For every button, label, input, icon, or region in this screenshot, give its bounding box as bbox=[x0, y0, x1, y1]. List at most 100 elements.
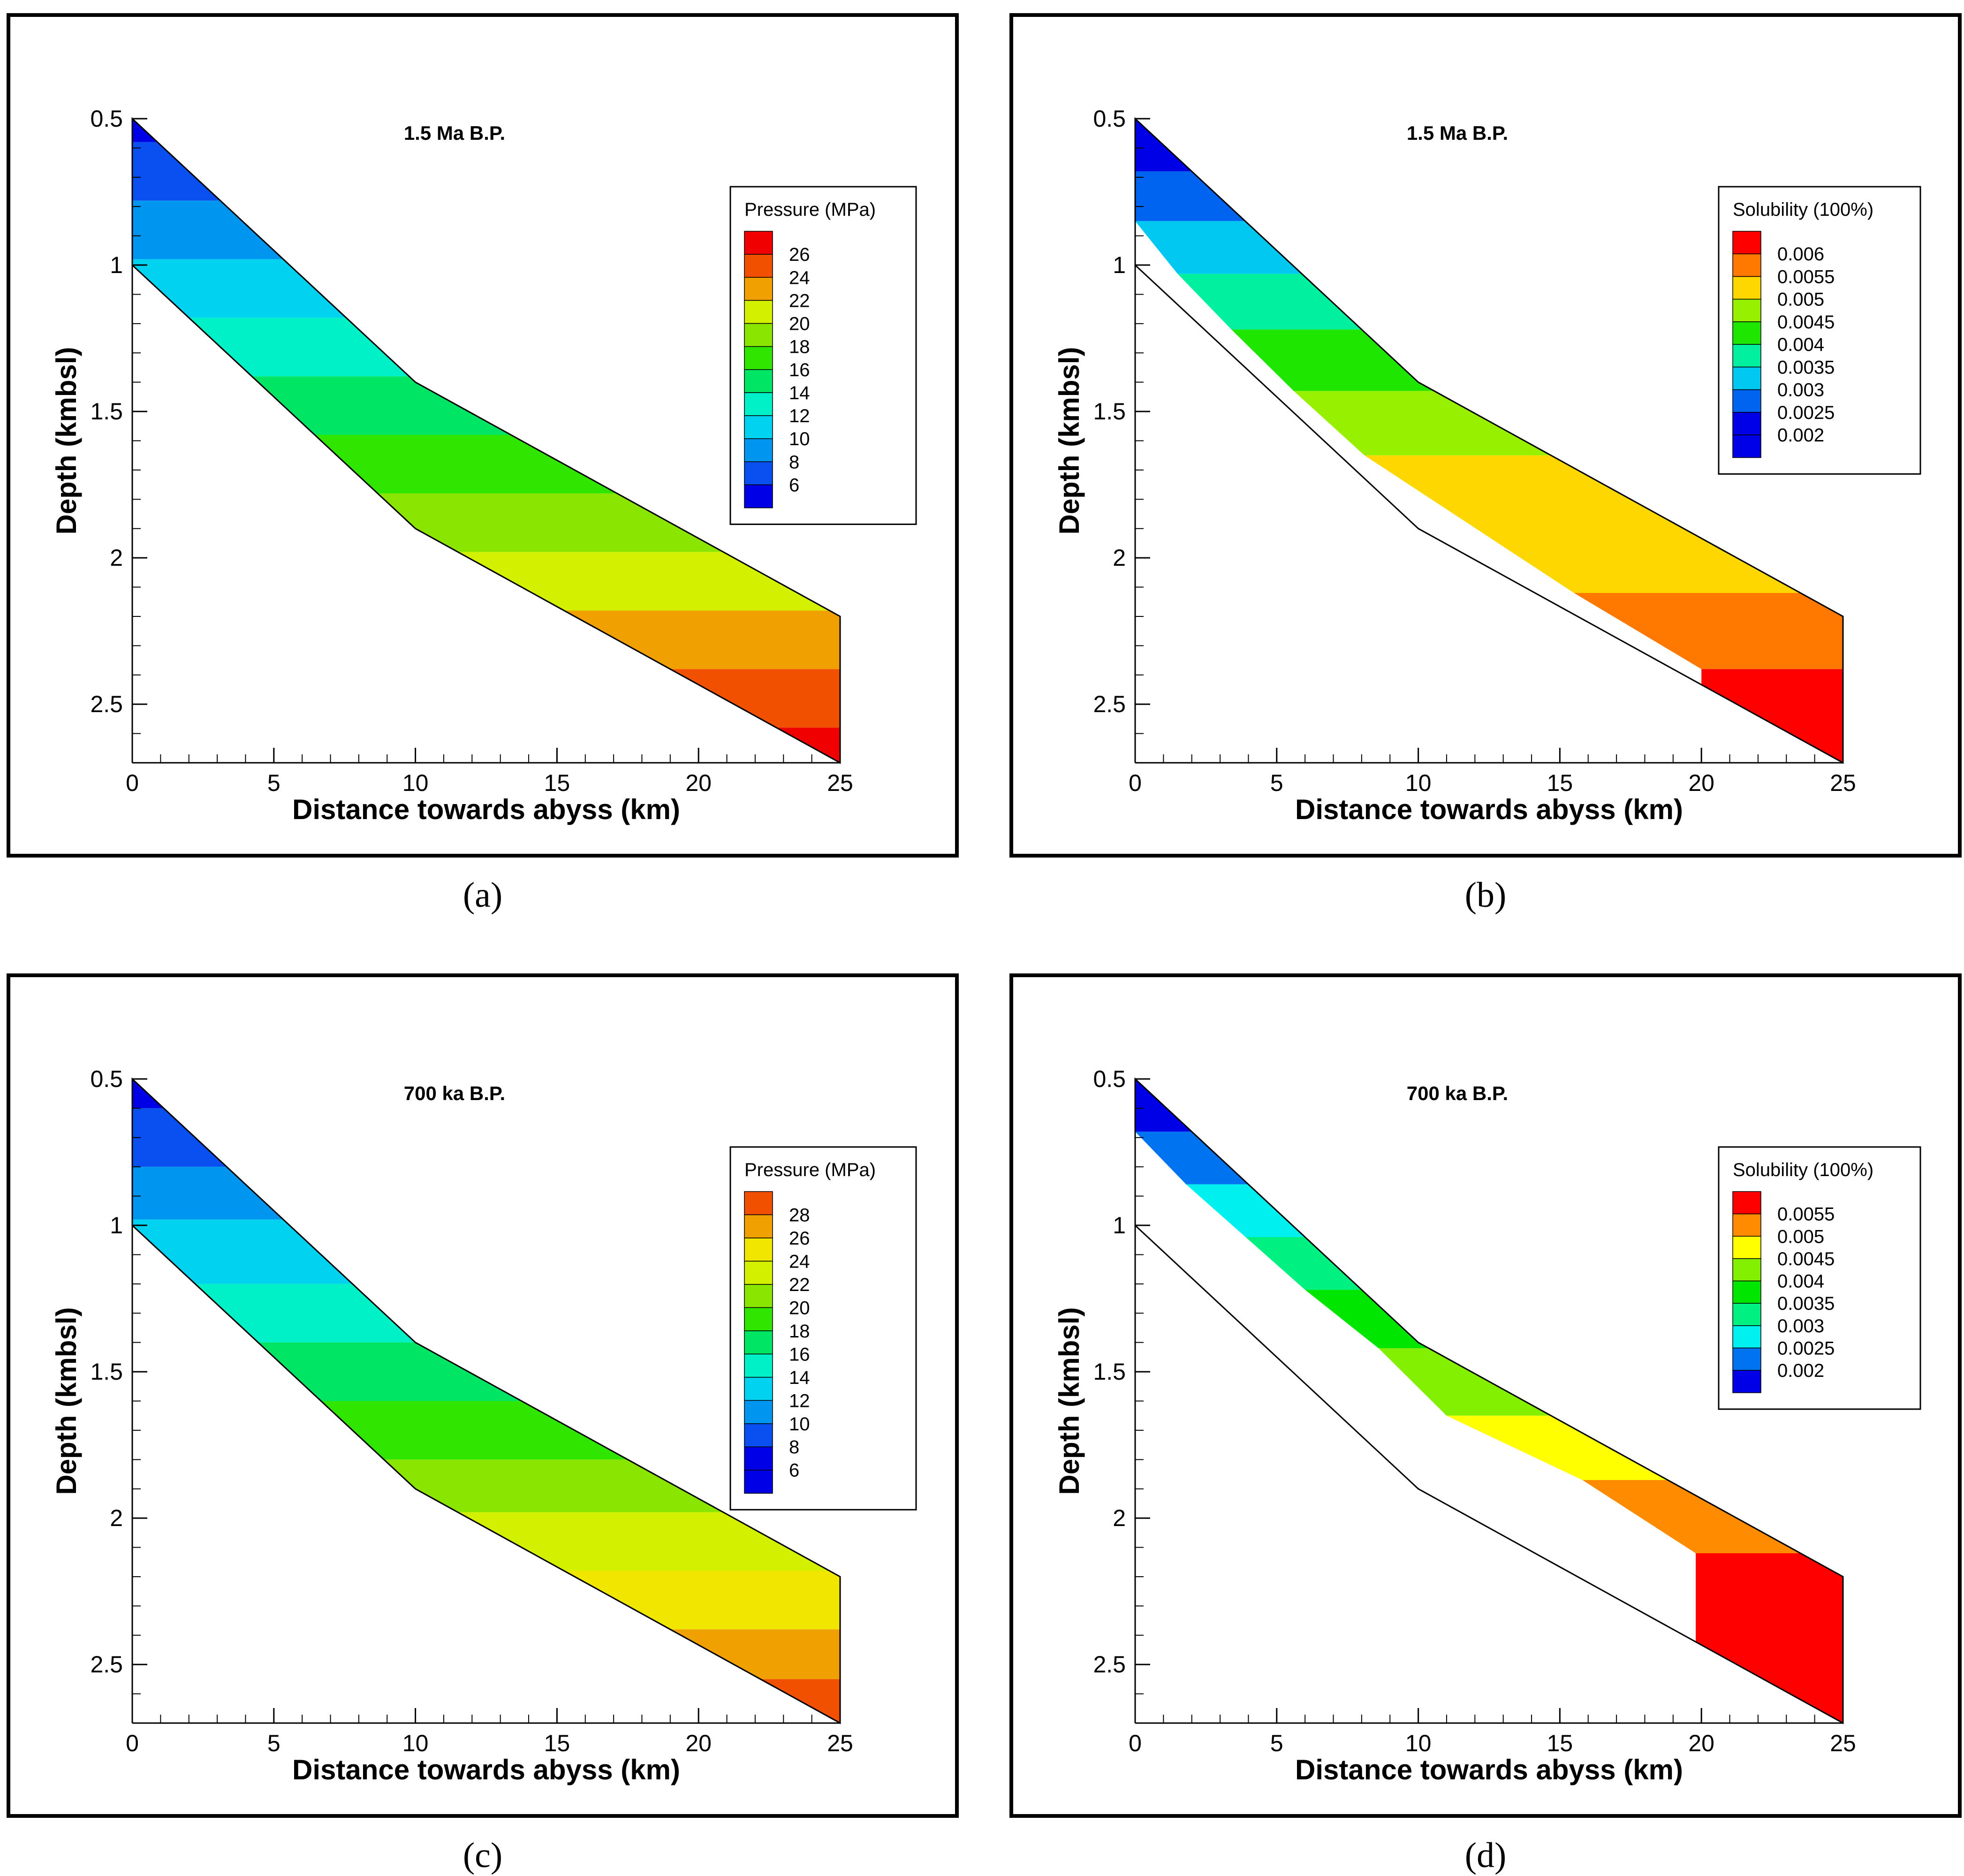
y-tick-label: 1.5 bbox=[1093, 1359, 1126, 1385]
legend: Solubility (100%)0.0060.00550.0050.00450… bbox=[1718, 186, 1921, 475]
chart-panel-c: 0 5 10 15 20 25 0.5 1 1.5 2 2.5 Distance towards ab… bbox=[7, 973, 959, 1818]
legend-label: 22 bbox=[789, 1275, 810, 1295]
x-axis-title: Distance towards abyss (km) bbox=[292, 1754, 680, 1785]
x-tick-label: 20 bbox=[1688, 770, 1714, 796]
x-tick-label: 15 bbox=[1547, 770, 1573, 796]
y-tick-label: 0.5 bbox=[90, 106, 123, 132]
legend-title: Solubility (100%) bbox=[1733, 199, 1873, 220]
legend-swatch bbox=[1732, 1258, 1761, 1282]
x-tick-label: 25 bbox=[827, 770, 853, 796]
y-tick-label: 0.5 bbox=[1093, 1066, 1126, 1092]
legend-label: 16 bbox=[789, 1344, 810, 1365]
legend-label: 18 bbox=[789, 337, 810, 357]
legend-label: 0.0045 bbox=[1777, 1249, 1835, 1269]
x-tick-label: 15 bbox=[1547, 1730, 1573, 1756]
x-tick-label: 20 bbox=[1688, 1730, 1714, 1756]
chart-panel-b: 0 5 10 15 20 25 0.5 1 1.5 2 2.5 Distance towards ab… bbox=[1009, 13, 1962, 858]
legend-label: 8 bbox=[789, 452, 799, 472]
legend-label: 10 bbox=[789, 1414, 810, 1435]
legend-label: 6 bbox=[789, 475, 799, 495]
legend-swatch bbox=[1732, 1213, 1761, 1237]
y-tick-label: 1 bbox=[1113, 252, 1126, 278]
legend-swatch bbox=[744, 277, 773, 301]
x-tick-label: 25 bbox=[1830, 1730, 1856, 1756]
legend-swatch bbox=[744, 438, 773, 463]
legend-label: 0.004 bbox=[1777, 1271, 1824, 1292]
legend-swatch bbox=[1732, 298, 1761, 322]
legend-swatch bbox=[1732, 1370, 1761, 1393]
legend-swatch bbox=[1732, 389, 1761, 413]
x-tick-label: 0 bbox=[1129, 1730, 1142, 1756]
legend-swatch bbox=[1732, 366, 1761, 390]
y-tick-label: 2.5 bbox=[1093, 691, 1126, 717]
legend-label: 0.0045 bbox=[1777, 312, 1835, 333]
x-tick-label: 10 bbox=[402, 1730, 429, 1756]
y-tick-label: 2 bbox=[1113, 1505, 1126, 1531]
x-tick-label: 0 bbox=[126, 770, 139, 796]
legend-swatch bbox=[1732, 1236, 1761, 1259]
chart-title: 700 ka B.P. bbox=[404, 1082, 505, 1104]
legend-label: 0.002 bbox=[1777, 1360, 1824, 1381]
legend-label: 16 bbox=[789, 360, 810, 380]
legend-swatch bbox=[1732, 321, 1761, 345]
y-tick-label: 2 bbox=[1113, 545, 1126, 571]
panel-caption-c: (c) bbox=[463, 1836, 503, 1875]
legend-swatch bbox=[744, 1238, 773, 1262]
y-tick-label: 2.5 bbox=[90, 691, 123, 717]
x-tick-label: 10 bbox=[402, 770, 429, 796]
chart-panel-d: 0 5 10 15 20 25 0.5 1 1.5 2 2.5 Distance towards ab… bbox=[1009, 973, 1962, 1818]
y-tick-label: 1.5 bbox=[90, 1359, 123, 1385]
y-tick-label: 1.5 bbox=[90, 398, 123, 425]
chart-title: 700 ka B.P. bbox=[1407, 1082, 1508, 1104]
legend-swatch bbox=[744, 484, 773, 509]
y-tick-label: 2.5 bbox=[1093, 1651, 1126, 1678]
legend-label: 0.0025 bbox=[1777, 403, 1835, 423]
legend-title: Solubility (100%) bbox=[1733, 1160, 1873, 1180]
y-axis-title: Depth (kmbsl) bbox=[51, 1307, 82, 1495]
chart-title: 1.5 Ma B.P. bbox=[1407, 122, 1508, 144]
legend-swatch bbox=[1732, 412, 1761, 435]
legend-label: 0.003 bbox=[1777, 1316, 1824, 1337]
legend-label: 26 bbox=[789, 1228, 810, 1249]
legend-label: 14 bbox=[789, 383, 810, 403]
legend-swatch bbox=[744, 1446, 773, 1471]
legend-label: 12 bbox=[789, 1390, 810, 1411]
legend-swatch bbox=[744, 323, 773, 347]
x-tick-label: 20 bbox=[685, 1730, 712, 1756]
legend-label: 20 bbox=[789, 314, 810, 334]
y-tick-label: 0.5 bbox=[90, 1066, 123, 1092]
legend-label: 6 bbox=[789, 1460, 799, 1481]
legend-swatch bbox=[744, 461, 773, 486]
legend-swatch bbox=[1732, 1191, 1761, 1215]
legend-label: 0.0025 bbox=[1777, 1338, 1835, 1359]
legend-label: 0.005 bbox=[1777, 1226, 1824, 1247]
legend-swatch bbox=[744, 1307, 773, 1331]
x-tick-label: 5 bbox=[267, 770, 281, 796]
legend-swatch bbox=[744, 1469, 773, 1494]
legend-swatch bbox=[1732, 1280, 1761, 1304]
legend-swatch bbox=[744, 392, 773, 416]
legend-swatch bbox=[744, 1400, 773, 1424]
x-tick-label: 25 bbox=[1830, 770, 1856, 796]
panel-caption-a: (a) bbox=[463, 875, 503, 915]
legend-swatch bbox=[744, 1191, 773, 1215]
legend-swatch bbox=[744, 231, 773, 255]
legend-label: 0.005 bbox=[1777, 289, 1824, 310]
legend-label: 8 bbox=[789, 1437, 799, 1458]
x-tick-label: 0 bbox=[1129, 770, 1142, 796]
y-axis-title: Depth (kmbsl) bbox=[51, 347, 82, 534]
legend-swatch bbox=[744, 1377, 773, 1401]
x-tick-label: 5 bbox=[1270, 770, 1283, 796]
legend-label: 20 bbox=[789, 1298, 810, 1318]
legend-label: 0.0055 bbox=[1777, 1204, 1835, 1225]
legend-label: 0.002 bbox=[1777, 425, 1824, 446]
legend-swatch bbox=[744, 254, 773, 278]
y-tick-label: 2.5 bbox=[90, 1651, 123, 1678]
legend-swatch bbox=[1732, 231, 1761, 254]
legend-title: Pressure (MPa) bbox=[744, 199, 876, 220]
chart-title: 1.5 Ma B.P. bbox=[404, 122, 505, 144]
legend-swatch bbox=[744, 1284, 773, 1308]
x-tick-label: 10 bbox=[1405, 1730, 1432, 1756]
